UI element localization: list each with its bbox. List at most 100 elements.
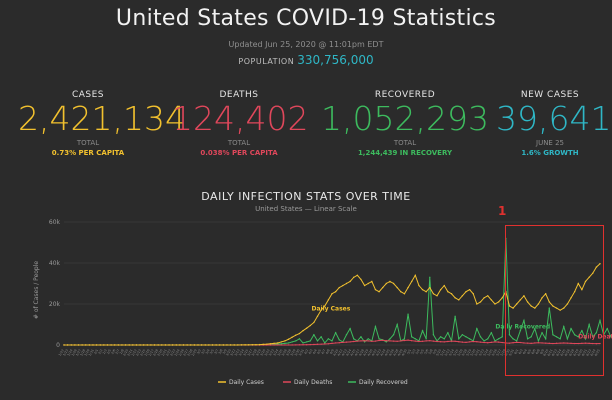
data-point <box>472 340 474 343</box>
x-tick-label: 6/15 <box>560 349 567 357</box>
data-point <box>429 339 431 342</box>
stat-deaths-value: 124,402 <box>172 99 309 138</box>
x-tick-label: 5/14 <box>448 349 455 357</box>
x-tick-label: 3/23 <box>268 349 275 357</box>
x-tick-label: 4/15 <box>349 349 356 357</box>
data-point <box>110 344 112 346</box>
data-point <box>313 321 315 324</box>
x-tick-label: 5/13 <box>444 349 451 357</box>
data-point <box>316 315 319 317</box>
data-point <box>320 343 322 345</box>
data-point <box>476 303 478 305</box>
data-point <box>222 344 225 346</box>
x-tick-label: 5/24 <box>482 349 489 357</box>
x-tick-label: 2/22 <box>165 349 172 357</box>
data-point <box>403 293 406 295</box>
data-point <box>487 295 489 297</box>
data-point <box>389 280 391 283</box>
data-point <box>592 342 594 345</box>
data-point <box>487 338 489 340</box>
x-tick-label: 3/24 <box>272 349 279 357</box>
x-tick-label: 3/4 <box>205 349 211 355</box>
data-point <box>88 344 91 346</box>
x-tick-label: 2/15 <box>139 349 146 357</box>
data-point <box>295 344 297 346</box>
x-tick-label: 6/19 <box>572 349 579 357</box>
data-point <box>215 344 217 346</box>
data-point <box>490 341 493 344</box>
x-tick-label: 2/13 <box>135 349 142 357</box>
data-point <box>414 274 416 276</box>
series-daily-cases <box>63 263 601 346</box>
data-point <box>135 344 138 346</box>
data-point <box>425 291 427 293</box>
x-tick-label: 6/18 <box>568 349 575 357</box>
stat-deaths-sub: TOTAL <box>227 139 251 147</box>
data-point <box>508 342 511 344</box>
stat-recovered-detail: 1,244,439 IN RECOVERY <box>357 149 453 157</box>
x-tick-label: 6/5 <box>526 349 532 355</box>
data-point <box>479 301 482 303</box>
data-point <box>298 338 301 340</box>
data-point <box>273 342 275 345</box>
x-tick-label: 5/4 <box>415 349 421 355</box>
data-point <box>313 343 315 346</box>
data-point <box>146 344 148 346</box>
data-point <box>175 344 177 346</box>
data-point <box>483 341 485 344</box>
data-point <box>548 307 550 309</box>
x-tick-label: 2/16 <box>144 349 151 357</box>
data-point <box>280 343 282 345</box>
data-point <box>588 342 590 345</box>
data-point <box>396 323 398 326</box>
data-point <box>447 340 449 343</box>
data-point <box>186 344 188 346</box>
data-point <box>106 344 109 346</box>
data-point <box>378 338 380 340</box>
x-tick-label: 1/31 <box>88 349 95 357</box>
legend-item: Daily Recovered <box>348 379 408 386</box>
y-tick-label: 60k <box>49 219 61 226</box>
data-point <box>114 344 116 346</box>
y-tick-label: 0 <box>56 342 60 349</box>
data-point <box>566 338 569 340</box>
x-tick-label: 2/27 <box>182 349 189 357</box>
x-tick-label: 2/11 <box>126 349 133 357</box>
x-tick-label: 5/31 <box>508 349 515 357</box>
data-point <box>610 336 612 338</box>
x-tick-label: 6/4 <box>522 349 528 355</box>
data-point <box>407 313 409 315</box>
data-point <box>324 342 326 344</box>
data-point <box>483 297 485 299</box>
data-point <box>251 344 254 346</box>
data-point <box>530 342 532 345</box>
data-point <box>168 344 170 346</box>
legend-item: Daily Deaths <box>283 379 332 386</box>
data-point <box>99 344 101 346</box>
data-point <box>450 340 453 342</box>
data-point <box>287 338 290 340</box>
x-tick-label: 3/25 <box>277 349 284 357</box>
x-tick-label: 6/20 <box>577 349 584 357</box>
data-point <box>559 342 561 344</box>
updated-timestamp: Updated Jun 25, 2020 @ 11:01pm EDT <box>228 40 384 49</box>
data-point <box>581 342 583 345</box>
data-point <box>403 339 406 342</box>
data-point <box>200 344 203 346</box>
legend-label: Daily Cases <box>229 379 264 386</box>
data-point <box>439 336 442 338</box>
legend-label: Daily Recovered <box>359 379 408 386</box>
data-point <box>284 340 286 342</box>
data-point <box>302 342 304 344</box>
data-point <box>403 338 406 340</box>
y-tick-label: 40k <box>49 260 61 267</box>
data-point <box>497 301 500 303</box>
data-point <box>313 334 315 336</box>
x-tick-label: 3/9 <box>222 349 228 355</box>
data-point <box>349 327 351 330</box>
x-tick-label: 5/18 <box>461 349 468 357</box>
data-point <box>334 291 337 293</box>
x-tick-label: 5/10 <box>435 349 442 357</box>
x-tick-label: 1/24 <box>66 349 73 357</box>
